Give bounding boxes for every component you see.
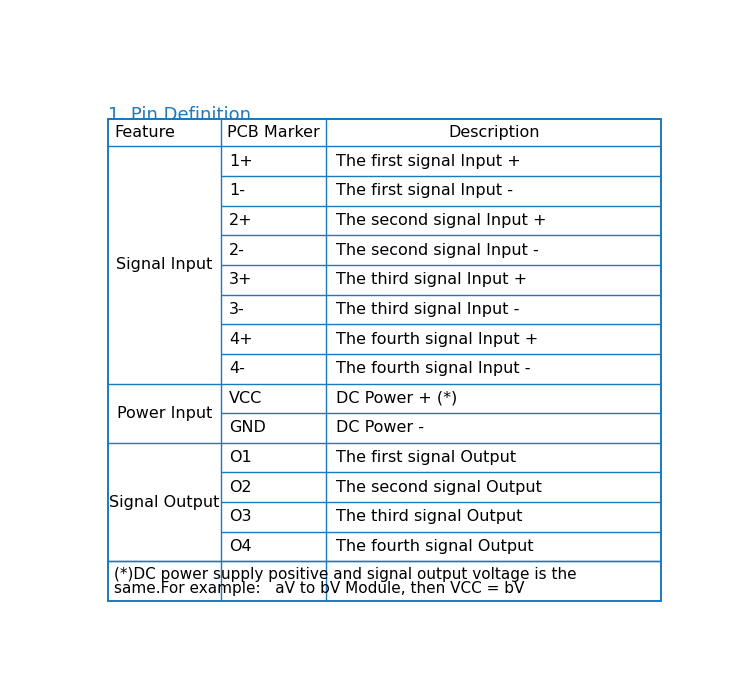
Text: 2-: 2- <box>229 243 244 258</box>
Text: The second signal Input -: The second signal Input - <box>335 243 538 258</box>
Text: The fourth signal Input -: The fourth signal Input - <box>335 361 530 376</box>
Text: 2+: 2+ <box>229 213 253 228</box>
Text: The third signal Output: The third signal Output <box>335 510 522 524</box>
Text: The first signal Output: The first signal Output <box>335 450 516 465</box>
Text: PCB Marker: PCB Marker <box>227 125 320 140</box>
Text: DC Power -: DC Power - <box>335 421 424 435</box>
Text: 4-: 4- <box>229 361 244 376</box>
Text: Signal Input: Signal Input <box>116 258 212 272</box>
Text: 3-: 3- <box>229 302 244 317</box>
Text: VCC: VCC <box>229 391 262 406</box>
Text: same.For example:   aV to bV Module, then VCC = bV: same.For example: aV to bV Module, then … <box>114 581 524 596</box>
Bar <box>108 118 661 601</box>
Text: O1: O1 <box>229 450 252 465</box>
Text: The first signal Input +: The first signal Input + <box>335 154 520 169</box>
Text: 4+: 4+ <box>229 332 253 346</box>
Text: Feature: Feature <box>114 125 175 140</box>
Text: (*)DC power supply positive and signal output voltage is the: (*)DC power supply positive and signal o… <box>114 567 577 582</box>
Text: 1-: 1- <box>229 183 245 198</box>
Text: O3: O3 <box>229 510 251 524</box>
Text: 3+: 3+ <box>229 272 253 287</box>
Text: DC Power + (*): DC Power + (*) <box>335 391 457 406</box>
Text: 1+: 1+ <box>229 154 253 169</box>
Text: O2: O2 <box>229 480 251 495</box>
Text: The fourth signal Input +: The fourth signal Input + <box>335 332 538 346</box>
Text: Description: Description <box>448 125 539 140</box>
Text: The first signal Input -: The first signal Input - <box>335 183 512 198</box>
Text: Power Input: Power Input <box>117 406 212 421</box>
Text: 1. Pin Definition: 1. Pin Definition <box>108 106 250 124</box>
Text: O4: O4 <box>229 539 251 554</box>
Text: The second signal Input +: The second signal Input + <box>335 213 546 228</box>
Text: Signal Output: Signal Output <box>110 495 220 510</box>
Text: The second signal Output: The second signal Output <box>335 480 542 495</box>
Text: The third signal Input -: The third signal Input - <box>335 302 519 317</box>
Text: The third signal Input +: The third signal Input + <box>335 272 526 287</box>
Text: GND: GND <box>229 421 266 435</box>
Text: The fourth signal Output: The fourth signal Output <box>335 539 533 554</box>
